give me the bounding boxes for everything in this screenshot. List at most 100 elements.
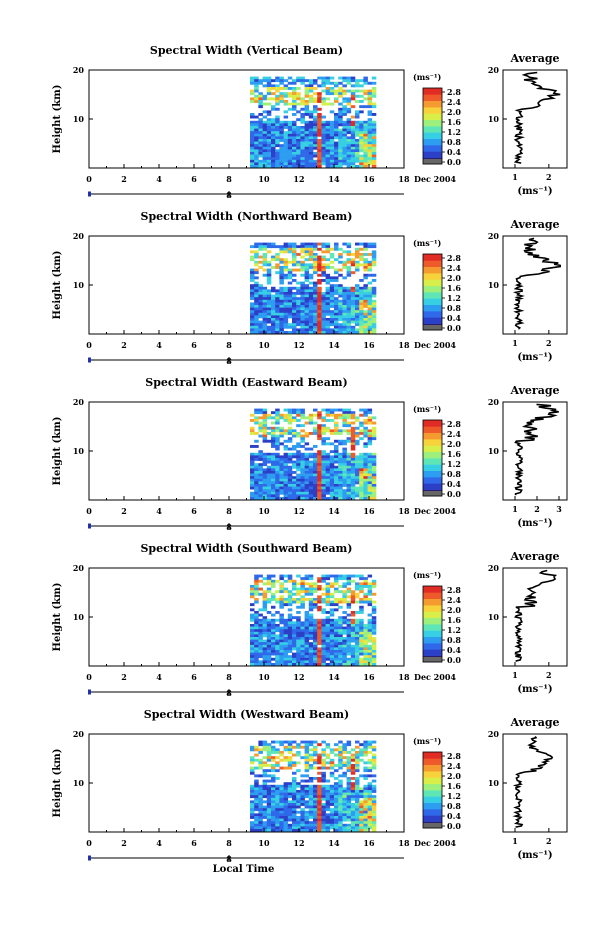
heatmap-cell: [313, 154, 318, 158]
heatmap-cell: [308, 652, 314, 656]
heatmap-cell: [329, 463, 335, 467]
heatmap-cell: [355, 312, 360, 316]
heatmap-cell: [367, 154, 373, 158]
heatmap-cell: [363, 585, 368, 588]
heatmap-cell: [296, 149, 301, 153]
heatmap-cell: [283, 325, 289, 329]
heatmap-cell: [363, 141, 368, 145]
heatmap-cell: [296, 660, 301, 664]
heatmap-cell: [363, 299, 368, 303]
heatmap-cell: [287, 642, 293, 646]
heatmap-cell: [304, 810, 310, 814]
heatmap-cell: [287, 598, 293, 601]
colorbar-tick-label: 2.8: [447, 419, 461, 429]
heatmap-cell: [296, 253, 301, 256]
heatmap-cell: [254, 650, 259, 653]
heatmap-cell: [338, 758, 343, 762]
heatmap-cell: [254, 800, 259, 804]
colorbar-tick-label: 0.0: [447, 821, 461, 831]
heatmap-cell: [363, 305, 368, 308]
heatmap-cell: [283, 87, 289, 90]
heatmap-cell: [304, 268, 310, 272]
heatmap-cell: [350, 131, 356, 135]
heatmap-cell: [346, 81, 352, 85]
heatmap-cell: [338, 621, 343, 625]
heatmap-cell: [325, 585, 331, 588]
heatmap-cell: [283, 476, 289, 480]
heatmap-cell: [292, 810, 297, 814]
heatmap-cell: [296, 663, 301, 666]
heatmap-cell: [350, 297, 356, 301]
heatmap-cell: [283, 644, 289, 648]
heatmap-cell: [266, 76, 272, 80]
heatmap-cell: [342, 598, 347, 601]
heatmap-cell: [296, 491, 301, 495]
heatmap-cell: [367, 792, 373, 796]
colorbar-tick-label: 0.4: [447, 811, 461, 821]
heatmap-cell: [321, 577, 326, 581]
heatmap-cell: [258, 408, 263, 412]
heatmap-cell: [321, 159, 326, 163]
heatmap-cell: [292, 113, 297, 116]
heatmap-cell: [250, 113, 255, 116]
heatmap-cell: [287, 146, 293, 150]
heatmap-cell: [250, 413, 255, 417]
heatmap-cell: [342, 652, 347, 656]
heatmap-cell: [266, 110, 272, 114]
heatmap-cell: [266, 631, 272, 635]
heatmap-cell: [342, 790, 347, 793]
heatmap-cell: [350, 141, 356, 145]
heatmap-cell: [317, 657, 322, 661]
heatmap-cell: [275, 761, 280, 765]
heatmap-cell: [287, 289, 293, 293]
heatmap-cell: [321, 484, 326, 487]
heatmap-cell: [338, 146, 343, 150]
heatmap-cell: [359, 154, 364, 158]
heatmap-cell: [338, 432, 343, 435]
heatmap-cell: [342, 128, 347, 132]
heatmap-cell: [308, 131, 314, 135]
heatmap-cell: [367, 491, 373, 495]
heatmap-cell: [254, 579, 259, 583]
heatmap-cell: [279, 94, 284, 98]
heatmap-cell: [308, 79, 314, 83]
heatmap-cell: [271, 829, 276, 832]
heatmap-cell: [342, 439, 347, 443]
heatmap-cell: [254, 416, 259, 420]
heatmap-cell: [292, 753, 297, 757]
heatmap-cell: [266, 245, 272, 249]
colorbar-low-band: [423, 159, 442, 164]
heatmap-cell: [355, 624, 360, 627]
heatmap-cell: [317, 320, 322, 324]
heatmap-cell: [321, 826, 326, 830]
heatmap-cell: [321, 494, 326, 498]
heatmap-cell: [254, 411, 259, 415]
heatmap-cell: [254, 463, 259, 467]
heatmap-cell: [342, 305, 347, 308]
heatmap-cell: [287, 144, 293, 148]
heatmap-cell: [355, 491, 360, 495]
heatmap-cell: [317, 598, 322, 601]
heatmap-cell: [258, 592, 263, 596]
heatmap-cell: [371, 465, 377, 469]
heatmap-cell: [334, 471, 339, 474]
heatmap-cell: [266, 790, 272, 793]
heatmap-cell: [275, 489, 280, 493]
heatmap-cell: [342, 429, 347, 433]
heatmap-cell: [367, 782, 373, 786]
heatmap-cell: [300, 247, 305, 251]
heatmap-cell: [266, 611, 272, 614]
heatmap-cell: [367, 302, 373, 306]
heatmap-cell: [313, 813, 318, 817]
heatmap-cell: [266, 497, 272, 500]
heatmap-cell: [338, 784, 343, 788]
heatmap-cell: [271, 810, 276, 814]
heatmap-cell: [346, 808, 352, 812]
heatmap-cell: [262, 253, 268, 256]
heatmap-cell: [296, 644, 301, 648]
y-tick-label: 20: [73, 563, 85, 573]
heatmap-cell: [346, 107, 352, 111]
heatmap-cell: [342, 647, 347, 651]
heatmap-cell: [304, 165, 310, 168]
heatmap-cell: [296, 821, 301, 825]
